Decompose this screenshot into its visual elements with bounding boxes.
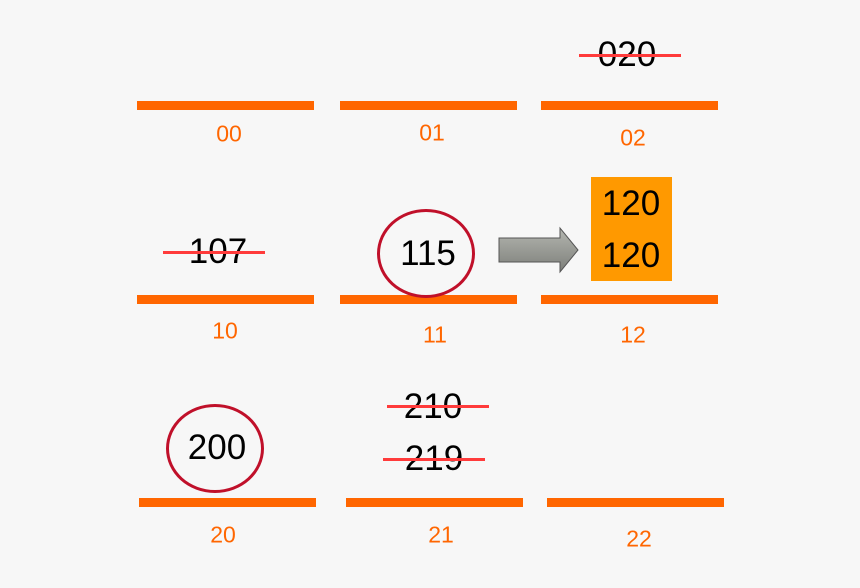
highlight-circle <box>166 404 264 493</box>
strike-line <box>579 54 681 57</box>
highlight-circle <box>377 209 475 298</box>
bucket-label-21: 21 <box>428 521 454 548</box>
strike-line <box>163 251 265 254</box>
bucket-bar-21 <box>346 498 523 507</box>
bucket-bar-22 <box>547 498 724 507</box>
bucket-bar-01 <box>340 101 517 110</box>
bucket-label-02: 02 <box>620 124 646 151</box>
entry-115: 115 <box>400 234 456 273</box>
bucket-bar-12 <box>541 295 718 304</box>
bucket-label-10: 10 <box>212 317 238 344</box>
right-arrow-icon <box>498 226 579 274</box>
bucket-bar-00 <box>137 101 314 110</box>
bucket-12-highlight-box <box>591 177 672 281</box>
bucket-bar-11 <box>340 295 517 304</box>
bucket-bar-10 <box>137 295 314 304</box>
bucket-label-00: 00 <box>216 120 242 147</box>
bucket-label-01: 01 <box>419 119 445 146</box>
strike-line <box>387 405 489 408</box>
entry-120: 120 <box>601 184 661 223</box>
bucket-label-22: 22 <box>626 525 652 552</box>
bucket-label-11: 11 <box>423 321 447 348</box>
entry-120: 120 <box>601 236 661 275</box>
bucket-bar-20 <box>139 498 316 507</box>
entry-200: 200 <box>187 428 247 467</box>
bucket-label-20: 20 <box>210 521 236 548</box>
bucket-label-12: 12 <box>620 321 646 348</box>
bucket-bar-02 <box>541 101 718 110</box>
strike-line <box>383 458 485 461</box>
